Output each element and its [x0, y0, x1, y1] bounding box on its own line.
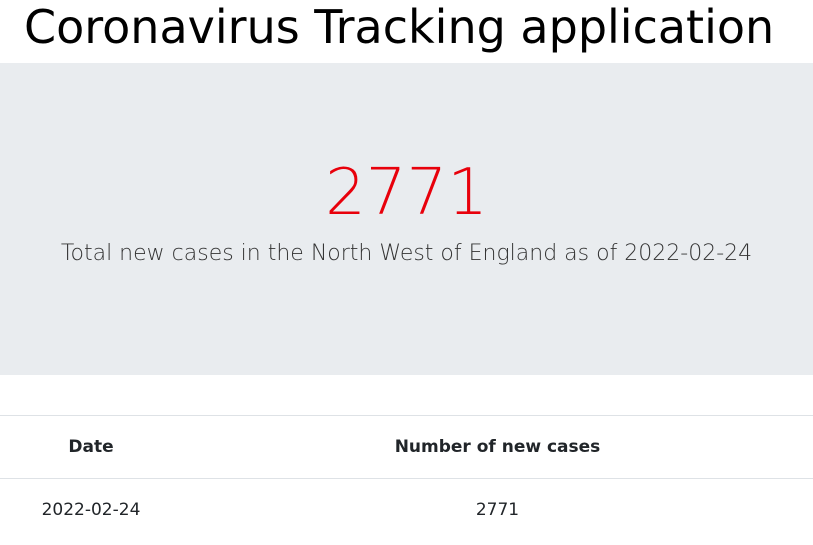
header-row: Date Number of new cases [0, 415, 813, 479]
column-header: Date [0, 415, 182, 479]
page-title: Coronavirus Tracking application [24, 0, 775, 54]
summary-panel: 2771 Total new cases in the North West o… [0, 63, 813, 375]
column-header: Number of new cases [182, 415, 813, 479]
table-cell: 2771 [182, 478, 813, 541]
case-count: 2771 [325, 156, 488, 230]
case-caption: Total new cases in the North West of Eng… [60, 241, 753, 266]
cases-table: Date Number of new cases 2022-02-24 2771 [0, 415, 813, 541]
table-body: 2022-02-24 2771 [0, 478, 813, 541]
table-row: 2022-02-24 2771 [0, 478, 813, 541]
table-cell: 2022-02-24 [0, 478, 182, 541]
